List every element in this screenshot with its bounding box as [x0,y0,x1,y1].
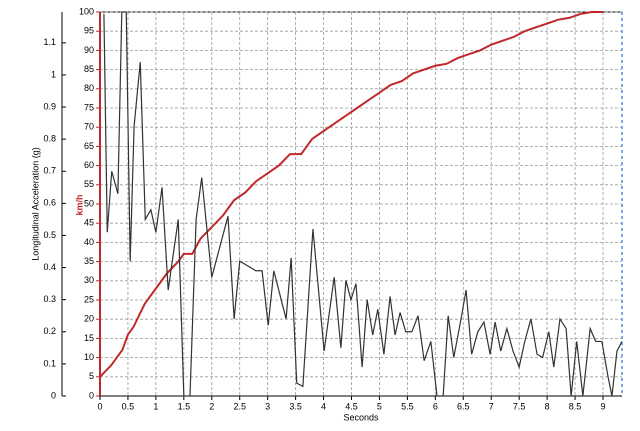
y2-tick-label: 5 [89,371,94,381]
y-tick-label: 0 [51,390,56,400]
y2-tick-label: 10 [84,352,94,362]
x-tick-label: 0 [97,401,102,411]
x-tick-label: 7 [489,401,494,411]
y2-tick-label: 80 [84,83,94,93]
x-tick-label: 3 [265,401,270,411]
y-tick-label: 0.3 [43,294,56,304]
y2-tick-label: 35 [84,256,94,266]
y-tick-label: 1 [51,69,56,79]
y-tick-label: 0.9 [43,101,56,111]
y-tick-label: 0.7 [43,166,56,176]
y2-tick-label: 0 [89,390,94,400]
y-tick-label: 0.5 [43,230,56,240]
y-tick-label: 0.6 [43,198,56,208]
x-tick-label: 5.5 [401,401,414,411]
y2-tick-label: 100 [79,6,94,16]
y2-tick-label: 40 [84,237,94,247]
y2-tick-label: 85 [84,64,94,74]
y-tick-label: 0.4 [43,262,56,272]
y-tick-label: 0.2 [43,326,56,336]
y-tick-label: 0.1 [43,358,56,368]
y2-tick-label: 15 [84,333,94,343]
x-tick-label: 6 [433,401,438,411]
y2-tick-label: 75 [84,102,94,112]
data-line [103,11,623,397]
y2-tick-label: 95 [84,26,94,36]
y2-tick-label: 50 [84,198,94,208]
x-tick-label: 4 [321,401,326,411]
x-tick-label: 2.5 [233,401,246,411]
x-tick-label: 7.5 [513,401,526,411]
data-line [99,11,603,378]
x-tick-label: 2 [209,401,214,411]
x-tick-label: 6.5 [457,401,470,411]
x-tick-label: 5 [377,401,382,411]
y2-tick-label: 45 [84,218,94,228]
y2-tick-label: 30 [84,275,94,285]
y2-tick-label: 60 [84,160,94,170]
x-tick-label: 0.5 [122,401,135,411]
y2-tick-label: 65 [84,141,94,151]
y-axis-title: Longitudinal Acceleration (g) [30,147,40,261]
y2-tick-label: 25 [84,294,94,304]
x-tick-label: 8.5 [569,401,582,411]
x-tick-label: 9 [600,401,605,411]
x-tick-label: 1 [153,401,158,411]
y2-tick-label: 20 [84,314,94,324]
x-tick-label: 4.5 [345,401,358,411]
y2-tick-label: 55 [84,179,94,189]
y-tick-label: 1.1 [43,37,56,47]
y2-tick-label: 90 [84,45,94,55]
y2-axis-title: km/h [74,194,84,215]
x-tick-label: 3.5 [289,401,302,411]
y-tick-label: 0.8 [43,134,56,144]
x-tick-label: 8 [545,401,550,411]
y2-tick-label: 70 [84,122,94,132]
x-tick-label: 1.5 [178,401,191,411]
x-axis-title: Seconds [343,412,379,422]
